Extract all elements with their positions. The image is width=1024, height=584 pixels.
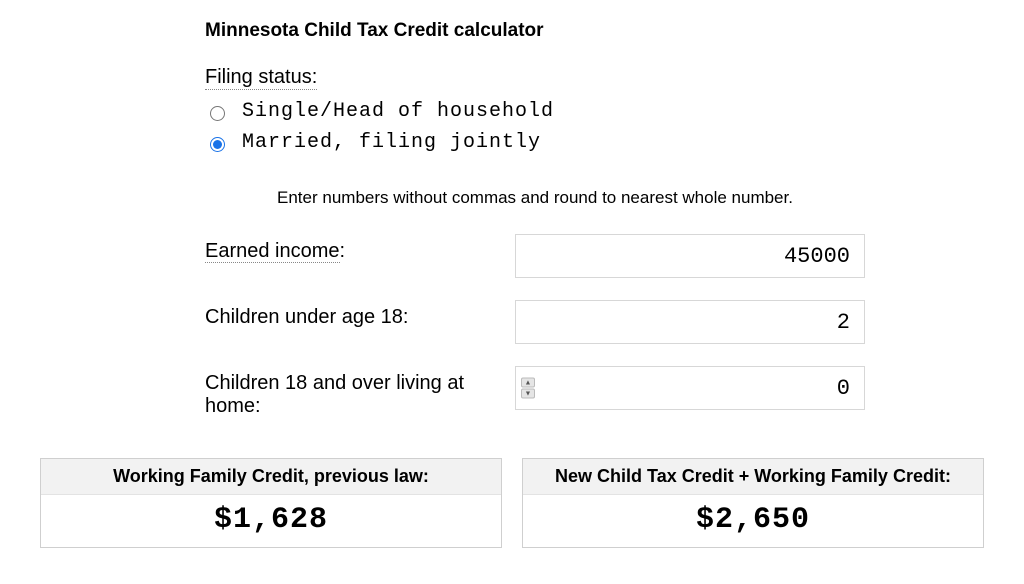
radio-row-single: Single/Head of household: [205, 96, 865, 127]
filing-married-radio[interactable]: [210, 137, 225, 152]
result-new-header: New Child Tax Credit + Working Family Cr…: [523, 459, 983, 495]
filing-single-radio[interactable]: [210, 106, 225, 121]
quantity-stepper: ▲ ▼: [521, 378, 535, 399]
stepper-down-icon[interactable]: ▼: [521, 389, 535, 399]
radio-row-married: Married, filing jointly: [205, 127, 865, 158]
result-new-value: $2,650: [523, 495, 983, 547]
calculator-form: Filing status: Single/Head of household …: [205, 66, 865, 418]
children-under-18-input[interactable]: [515, 300, 865, 344]
filing-status-group: Filing status: Single/Head of household …: [205, 66, 865, 158]
results-row: Working Family Credit, previous law: $1,…: [40, 458, 984, 548]
result-previous-value: $1,628: [41, 495, 501, 547]
earned-income-input[interactable]: [515, 234, 865, 278]
field-row-children-18-over: Children 18 and over living at home: ▲ ▼: [205, 366, 865, 418]
children-18-over-label: Children 18 and over living at home:: [205, 366, 495, 418]
page-title: Minnesota Child Tax Credit calculator: [205, 20, 984, 42]
children-under-18-label: Children under age 18:: [205, 300, 495, 329]
stepper-up-icon[interactable]: ▲: [521, 378, 535, 388]
earned-income-label: Earned income:: [205, 234, 495, 263]
children-18-over-input[interactable]: [515, 366, 865, 410]
field-row-earned-income: Earned income:: [205, 234, 865, 278]
filing-married-label[interactable]: Married, filing jointly: [242, 131, 541, 154]
result-previous-box: Working Family Credit, previous law: $1,…: [40, 458, 502, 548]
result-new-box: New Child Tax Credit + Working Family Cr…: [522, 458, 984, 548]
field-row-children-under-18: Children under age 18:: [205, 300, 865, 344]
instruction-text: Enter numbers without commas and round t…: [205, 188, 865, 208]
filing-status-label: Filing status:: [205, 66, 317, 90]
result-previous-header: Working Family Credit, previous law:: [41, 459, 501, 495]
filing-single-label[interactable]: Single/Head of household: [242, 100, 554, 123]
